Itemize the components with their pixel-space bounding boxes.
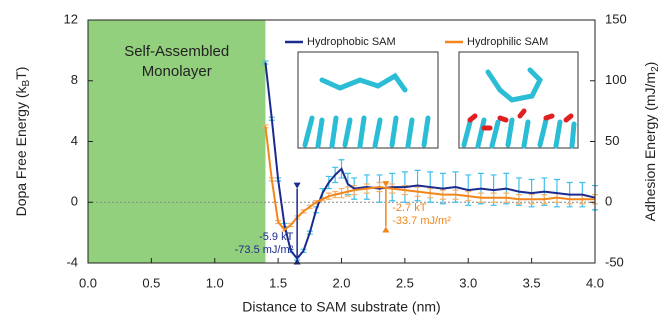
y2-tick-label: -50 [605,254,624,269]
x-axis-label: Distance to SAM substrate (nm) [242,299,440,315]
y-tick-label: -4 [66,254,78,269]
y-tick-label: 8 [71,72,78,87]
x-tick-label: 0.0 [79,275,97,290]
x-tick-label: 3.0 [459,275,477,290]
y-axis-label-part: Dopa Free Energy (k [13,85,29,216]
y-axis-label-part: T) [13,67,29,80]
arrow-head [294,183,301,189]
y-tick-label: 0 [71,194,78,209]
y2-axis-label: Adhesion Energy (mJ/m2) [642,62,661,222]
x-tick-label: 2.0 [332,275,350,290]
chart: Self-Assembled Monolayer -4 0 4 8 12 -50 0 50 100 1… [0,0,664,320]
y-axis-label: Dopa Free Energy (kBT) [13,67,32,217]
region-label: Monolayer [142,63,212,80]
y2-tick-label: 100 [605,72,627,87]
arrow-head [382,181,389,187]
x-tick-label: 2.5 [396,275,414,290]
y2-axis-label-part: Adhesion Energy (mJ/m [642,72,658,221]
page: Self-Assembled Monolayer -4 0 4 8 12 -50 0 50 100 1… [0,0,664,320]
arrow-head [382,227,389,233]
y2-tick-label: 150 [605,11,627,26]
annotation-text: -2.7 kT [392,202,427,214]
arrow-head [294,258,301,264]
insets [298,52,578,148]
x-tick-label: 3.5 [523,275,541,290]
annotation-text: -33.7 mJ/m² [392,215,451,227]
region-label: Self-Assembled [124,43,229,60]
x-tick-label: 1.5 [269,275,287,290]
legend-label: Hydrophobic SAM [307,36,396,48]
y-tick-label: 12 [64,11,78,26]
y-tick-label: 4 [71,133,78,148]
x-tick-label: 4.0 [586,275,604,290]
y2-tick-label: 50 [605,133,619,148]
annotation-text: -73.5 mJ/m² [235,244,294,256]
x-tick-label: 1.0 [206,275,224,290]
annotation-text: -5.9 kT [259,231,294,243]
y2-tick-label: 0 [605,194,612,209]
y2-axis-label-part: ) [642,62,658,67]
legend-label: Hydrophilic SAM [467,36,548,48]
x-tick-label: 0.5 [142,275,160,290]
